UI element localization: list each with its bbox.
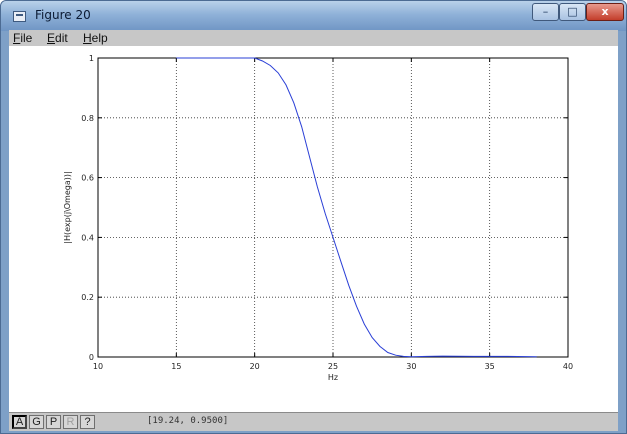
- menu-edit-label: dit: [55, 31, 68, 45]
- y-tick-label: 0: [89, 353, 94, 362]
- x-tick-label: 40: [563, 362, 573, 371]
- x-tick-label: 15: [171, 362, 181, 371]
- menu-file-mnemonic: F: [13, 31, 21, 45]
- menu-edit[interactable]: Edit: [47, 30, 68, 46]
- x-tick-label: 10: [93, 362, 103, 371]
- x-tick-label: 35: [485, 362, 495, 371]
- maximize-button[interactable]: □: [559, 3, 586, 21]
- minimize-button[interactable]: –: [532, 3, 559, 21]
- window-title: Figure 20: [35, 8, 91, 22]
- plot-svg: 10 15 20 25 30 35 40 0 0.2 0.4 0.6 0.8 1 Hz |H(exp(j\O…: [63, 54, 573, 382]
- plot-frame: [97, 57, 569, 358]
- close-button[interactable]: x: [586, 3, 624, 21]
- menu-help-label: elp: [91, 31, 108, 45]
- menu-file-label: ile: [20, 31, 33, 45]
- menu-bar: File Edit Help: [9, 30, 618, 47]
- tool-button-help[interactable]: ?: [80, 415, 95, 429]
- tool-button-reset[interactable]: R: [63, 415, 78, 429]
- figure-app-icon: [13, 11, 26, 22]
- x-tick-label: 20: [250, 362, 260, 371]
- y-axis-label: |H(exp(j\Omega))|: [63, 171, 72, 243]
- menu-file[interactable]: File: [13, 30, 32, 46]
- y-tick-label: 1: [89, 54, 94, 63]
- menu-help-mnemonic: H: [83, 31, 92, 45]
- y-tick-label: 0.8: [81, 114, 94, 123]
- status-bar: A G P R ? [19.24, 0.9500]: [9, 412, 618, 431]
- coordinate-readout: [19.24, 0.9500]: [147, 416, 229, 426]
- title-bar[interactable]: Figure 20 – □ x: [1, 1, 626, 31]
- y-tick-label: 0.2: [81, 293, 94, 302]
- x-axis-label: Hz: [328, 373, 338, 382]
- menu-edit-mnemonic: E: [47, 31, 56, 45]
- figure-canvas[interactable]: 10 15 20 25 30 35 40 0 0.2 0.4 0.6 0.8 1 Hz |H(exp(j\O…: [9, 46, 618, 412]
- tool-button-grid[interactable]: G: [29, 415, 44, 429]
- y-tick-label: 0.6: [81, 174, 94, 183]
- series-line: [176, 57, 537, 358]
- x-tick-label: 30: [406, 362, 416, 371]
- tool-button-print[interactable]: P: [46, 415, 61, 429]
- x-tick-label: 25: [328, 362, 338, 371]
- tool-button-annotate[interactable]: A: [12, 415, 27, 429]
- y-tick-label: 0.4: [81, 233, 94, 242]
- menu-help[interactable]: Help: [83, 30, 108, 46]
